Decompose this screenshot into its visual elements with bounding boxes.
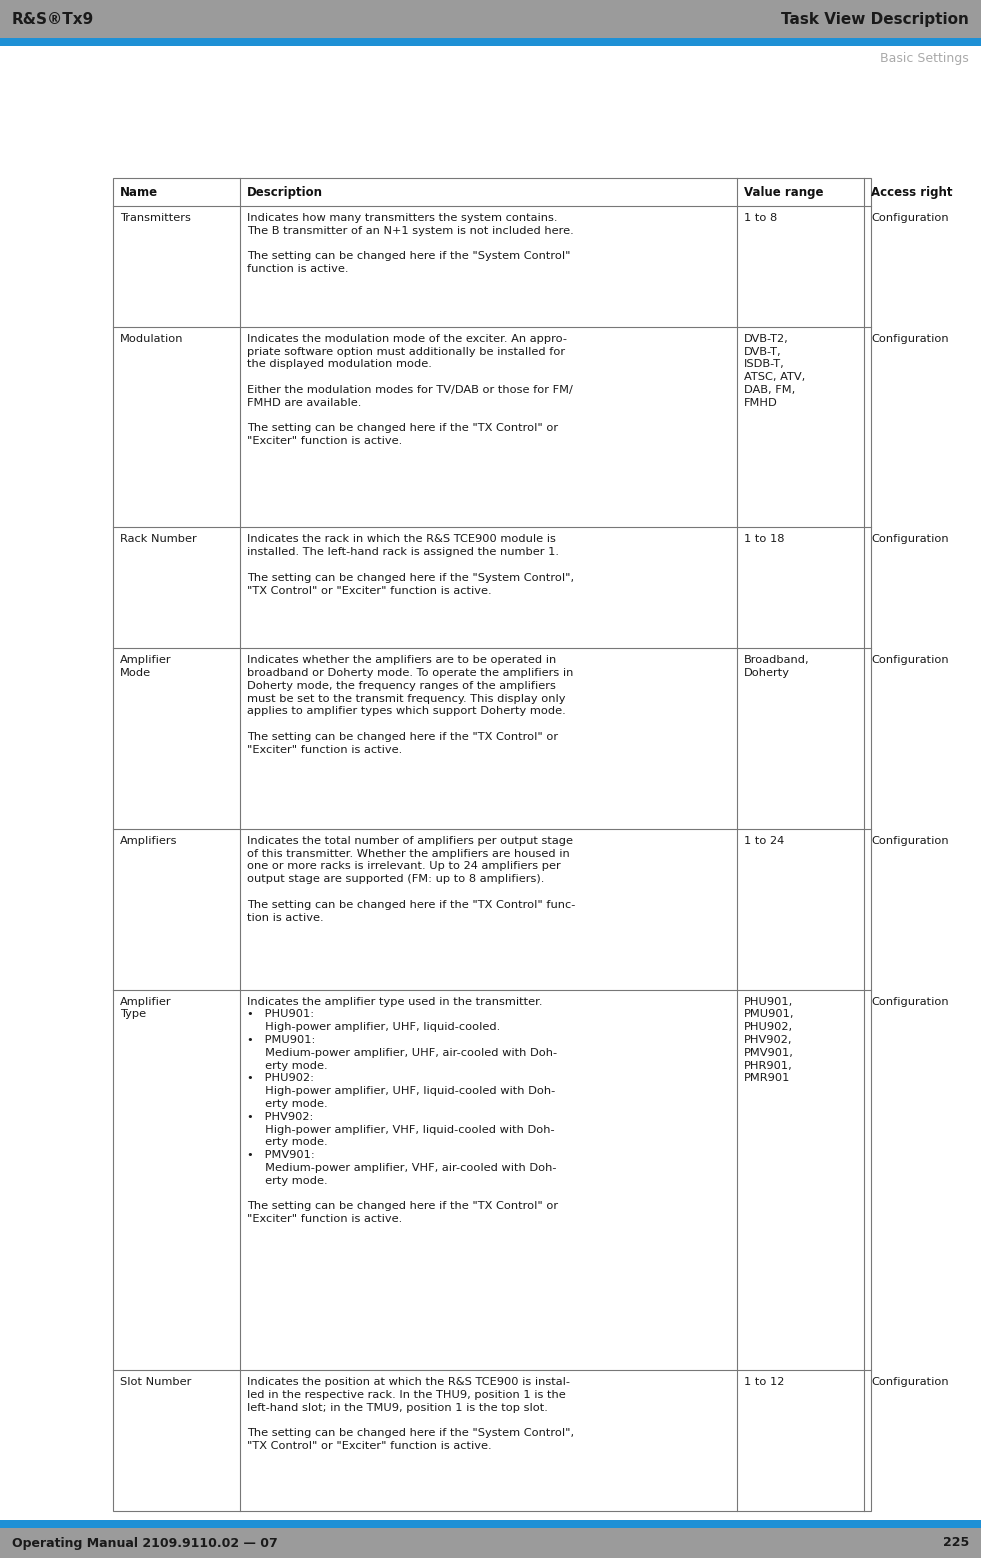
- Text: 225: 225: [943, 1536, 969, 1550]
- Text: Configuration: Configuration: [871, 997, 949, 1006]
- Bar: [0, 1521, 981, 1528]
- Text: Task View Description: Task View Description: [781, 11, 969, 26]
- Bar: [0, 1528, 981, 1558]
- Text: Configuration: Configuration: [871, 837, 949, 846]
- Text: Configuration: Configuration: [871, 333, 949, 344]
- Text: Configuration: Configuration: [871, 656, 949, 665]
- Text: R&S®Tx9: R&S®Tx9: [12, 11, 94, 26]
- Text: Indicates the amplifier type used in the transmitter.
•   PHU901:
     High-powe: Indicates the amplifier type used in the…: [247, 997, 558, 1225]
- Text: Indicates the total number of amplifiers per output stage
of this transmitter. W: Indicates the total number of amplifiers…: [247, 837, 576, 922]
- Bar: [0, 37, 981, 47]
- Text: Configuration: Configuration: [871, 213, 949, 223]
- Text: Value range: Value range: [744, 185, 823, 198]
- Text: Basic Settings: Basic Settings: [880, 51, 969, 65]
- Text: Configuration: Configuration: [871, 534, 949, 544]
- Text: Amplifier
Type: Amplifier Type: [120, 997, 172, 1019]
- Text: Indicates how many transmitters the system contains.
The B transmitter of an N+1: Indicates how many transmitters the syst…: [247, 213, 574, 274]
- Bar: [113, 178, 871, 1511]
- Text: Amplifier
Mode: Amplifier Mode: [120, 656, 172, 678]
- Text: Indicates the position at which the R&S TCE900 is instal-
led in the respective : Indicates the position at which the R&S …: [247, 1377, 574, 1452]
- Text: Name: Name: [120, 185, 158, 198]
- Text: Broadband,
Doherty: Broadband, Doherty: [744, 656, 809, 678]
- Text: PHU901,
PMU901,
PHU902,
PHV902,
PMV901,
PHR901,
PMR901: PHU901, PMU901, PHU902, PHV902, PMV901, …: [744, 997, 795, 1083]
- Bar: [0, 0, 981, 37]
- Text: Configuration: Configuration: [871, 1377, 949, 1387]
- Text: Rack Number: Rack Number: [120, 534, 197, 544]
- Text: Indicates whether the amplifiers are to be operated in
broadband or Doherty mode: Indicates whether the amplifiers are to …: [247, 656, 573, 754]
- Text: Slot Number: Slot Number: [120, 1377, 191, 1387]
- Text: Indicates the rack in which the R&S TCE900 module is
installed. The left-hand ra: Indicates the rack in which the R&S TCE9…: [247, 534, 574, 595]
- Text: Access right: Access right: [871, 185, 953, 198]
- Text: Indicates the modulation mode of the exciter. An appro-
priate software option m: Indicates the modulation mode of the exc…: [247, 333, 573, 446]
- Text: 1 to 24: 1 to 24: [744, 837, 784, 846]
- Text: Operating Manual 2109.9110.02 — 07: Operating Manual 2109.9110.02 — 07: [12, 1536, 278, 1550]
- Text: 1 to 12: 1 to 12: [744, 1377, 785, 1387]
- Text: Transmitters: Transmitters: [120, 213, 191, 223]
- Text: Description: Description: [247, 185, 323, 198]
- Text: Amplifiers: Amplifiers: [120, 837, 178, 846]
- Text: Modulation: Modulation: [120, 333, 183, 344]
- Text: 1 to 18: 1 to 18: [744, 534, 785, 544]
- Text: 1 to 8: 1 to 8: [744, 213, 777, 223]
- Text: DVB-T2,
DVB-T,
ISDB-T,
ATSC, ATV,
DAB, FM,
FMHD: DVB-T2, DVB-T, ISDB-T, ATSC, ATV, DAB, F…: [744, 333, 805, 408]
